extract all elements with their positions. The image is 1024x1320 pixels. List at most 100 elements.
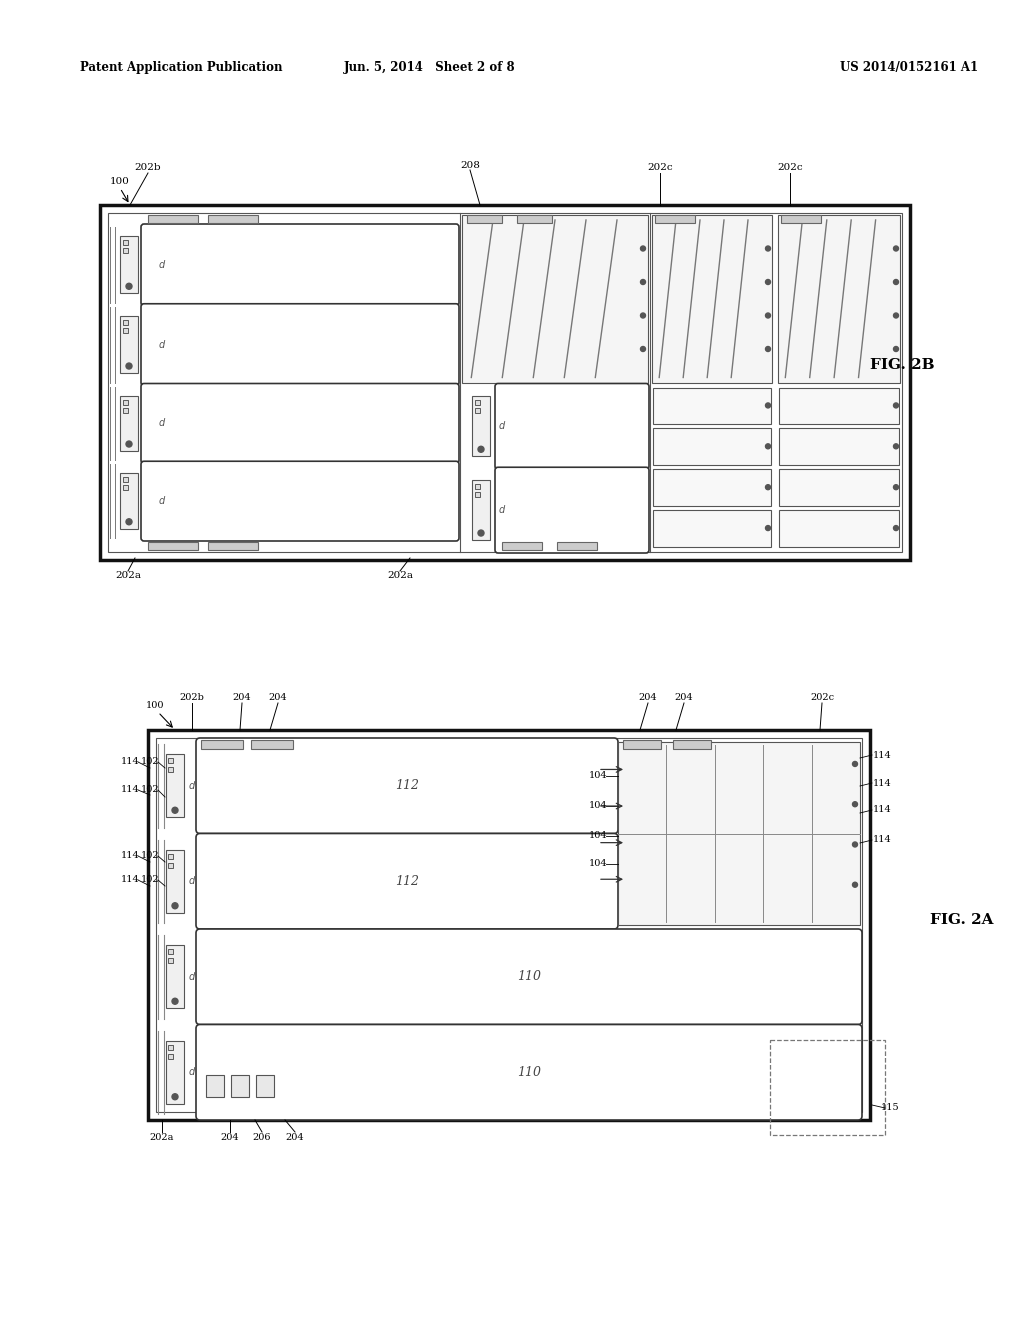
- Circle shape: [172, 808, 178, 813]
- Bar: [123, 408, 128, 413]
- Bar: [168, 854, 173, 859]
- Circle shape: [766, 246, 770, 251]
- Bar: [231, 1074, 249, 1097]
- Text: 202c: 202c: [647, 164, 673, 173]
- Bar: [123, 400, 128, 405]
- Text: 208: 208: [460, 161, 480, 169]
- Bar: [653, 510, 771, 546]
- Bar: [123, 321, 128, 325]
- FancyBboxPatch shape: [495, 467, 649, 553]
- Text: d: d: [189, 972, 196, 982]
- Circle shape: [640, 313, 645, 318]
- Text: 114: 114: [872, 805, 891, 814]
- Text: 202a: 202a: [150, 1134, 174, 1143]
- FancyBboxPatch shape: [141, 304, 459, 385]
- Bar: [653, 429, 771, 465]
- Bar: [208, 215, 258, 223]
- Text: d: d: [159, 418, 165, 429]
- Text: 100: 100: [145, 701, 164, 710]
- Text: 114: 114: [121, 785, 139, 795]
- Text: 114: 114: [872, 836, 891, 845]
- Text: 102: 102: [140, 851, 160, 861]
- Circle shape: [894, 246, 898, 251]
- Bar: [120, 317, 138, 374]
- Text: 104: 104: [589, 771, 607, 780]
- Bar: [100, 205, 910, 560]
- Bar: [168, 758, 173, 763]
- Text: 202c: 202c: [777, 164, 803, 173]
- Text: 202a: 202a: [115, 572, 141, 581]
- FancyBboxPatch shape: [196, 833, 618, 929]
- Text: 112: 112: [395, 875, 419, 888]
- Text: 202b: 202b: [179, 693, 205, 702]
- FancyBboxPatch shape: [196, 1024, 862, 1119]
- Circle shape: [640, 280, 645, 285]
- Bar: [201, 741, 243, 748]
- Text: d: d: [159, 496, 165, 506]
- Circle shape: [126, 441, 132, 447]
- Circle shape: [766, 525, 770, 531]
- FancyBboxPatch shape: [141, 224, 459, 306]
- Text: 202a: 202a: [387, 572, 413, 581]
- Text: 110: 110: [517, 970, 541, 983]
- Bar: [502, 543, 542, 550]
- Bar: [156, 738, 862, 1111]
- Circle shape: [126, 519, 132, 525]
- FancyBboxPatch shape: [196, 738, 618, 833]
- Bar: [251, 741, 293, 748]
- Circle shape: [853, 801, 857, 807]
- Text: 204: 204: [268, 693, 288, 702]
- Bar: [120, 396, 138, 451]
- Text: 115: 115: [881, 1104, 899, 1113]
- FancyBboxPatch shape: [141, 384, 459, 463]
- Bar: [779, 510, 899, 546]
- Text: 114: 114: [872, 751, 891, 759]
- Text: d: d: [159, 339, 165, 350]
- Text: 204: 204: [232, 693, 251, 702]
- Bar: [123, 478, 128, 483]
- Bar: [108, 213, 902, 552]
- Text: d: d: [189, 1068, 196, 1077]
- Bar: [123, 240, 128, 246]
- Text: 202c: 202c: [810, 693, 835, 702]
- Circle shape: [766, 346, 770, 351]
- Bar: [168, 1044, 173, 1049]
- Circle shape: [640, 246, 645, 251]
- Circle shape: [766, 313, 770, 318]
- Text: Patent Application Publication: Patent Application Publication: [80, 62, 283, 74]
- Bar: [779, 429, 899, 465]
- Bar: [475, 400, 480, 405]
- Bar: [120, 236, 138, 293]
- Bar: [779, 388, 899, 424]
- FancyBboxPatch shape: [196, 929, 862, 1024]
- Circle shape: [172, 998, 178, 1005]
- Text: 206: 206: [253, 1134, 271, 1143]
- Text: d: d: [499, 421, 505, 432]
- Bar: [123, 486, 128, 491]
- FancyBboxPatch shape: [141, 461, 459, 541]
- Circle shape: [853, 842, 857, 847]
- Circle shape: [478, 446, 484, 453]
- Bar: [168, 958, 173, 964]
- Text: 112: 112: [395, 779, 419, 792]
- Circle shape: [894, 346, 898, 351]
- Text: d: d: [189, 780, 196, 791]
- Bar: [168, 1053, 173, 1059]
- Bar: [208, 543, 258, 550]
- Bar: [475, 492, 480, 498]
- Bar: [475, 408, 480, 413]
- Bar: [655, 215, 695, 223]
- Circle shape: [894, 444, 898, 449]
- Text: 102: 102: [140, 785, 160, 795]
- Circle shape: [894, 525, 898, 531]
- Circle shape: [894, 280, 898, 285]
- Bar: [623, 741, 662, 748]
- Bar: [148, 543, 198, 550]
- Text: 204: 204: [639, 693, 657, 702]
- Bar: [475, 484, 480, 490]
- Bar: [123, 329, 128, 333]
- Circle shape: [766, 484, 770, 490]
- Circle shape: [172, 903, 178, 908]
- Bar: [148, 730, 870, 1119]
- Text: 204: 204: [675, 693, 693, 702]
